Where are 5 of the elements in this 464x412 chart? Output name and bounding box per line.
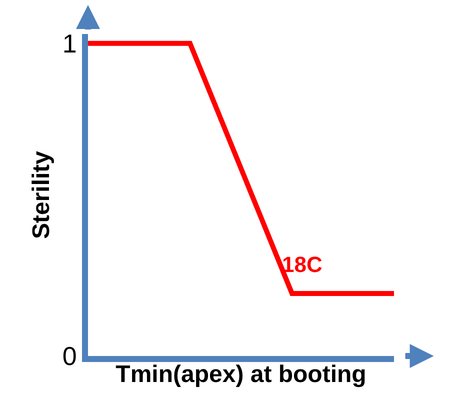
y-tick-label: 0 <box>62 341 77 372</box>
x-axis-title: Tmin(apex) at booting <box>116 360 366 388</box>
annotation: 18C <box>282 252 322 277</box>
y-axis-title: Sterility <box>28 150 55 240</box>
y-tick-label: 1 <box>62 28 77 58</box>
